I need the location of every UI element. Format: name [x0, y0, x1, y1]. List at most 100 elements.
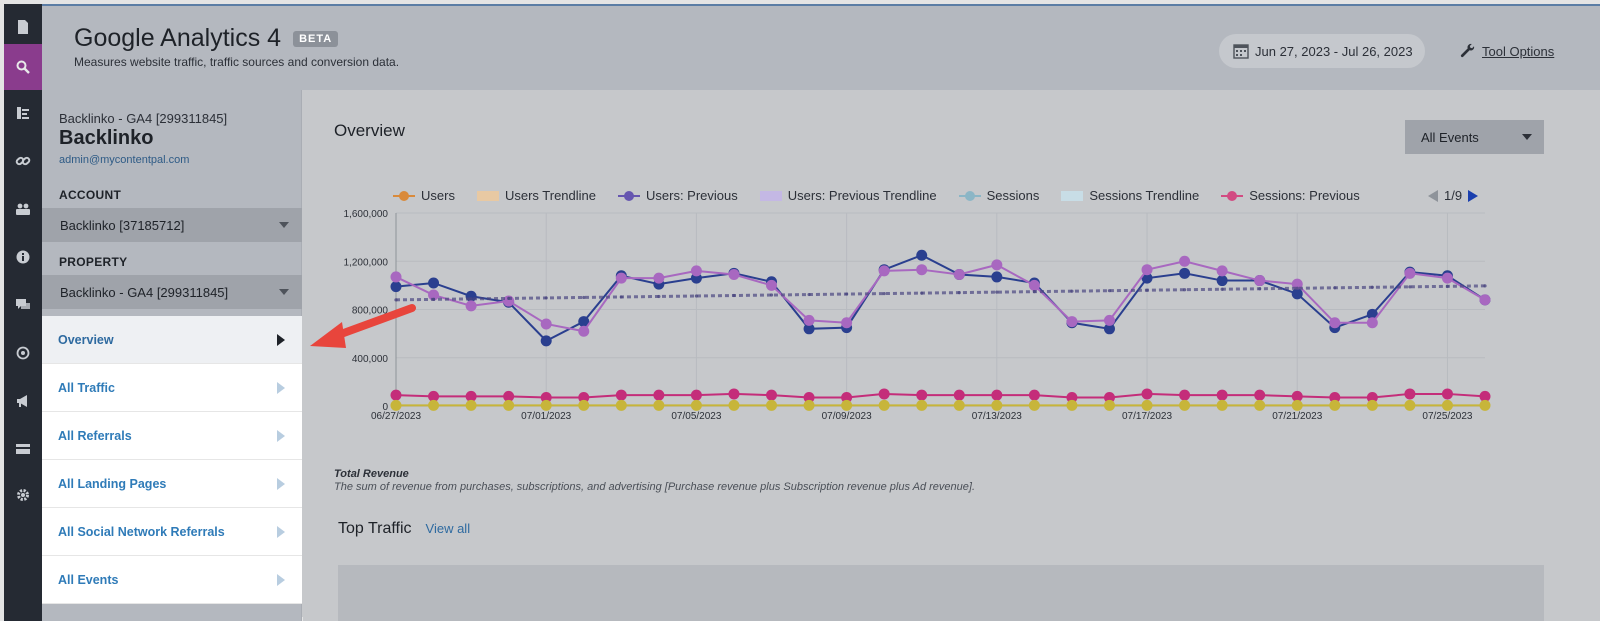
nav-item-all-social-network-referrals[interactable]: All Social Network Referrals: [42, 508, 302, 556]
data-point-users-trendline: [1483, 284, 1487, 288]
data-point-sessions: [766, 399, 778, 411]
rail-search-button[interactable]: [4, 44, 42, 90]
data-point-sessions-previous: [615, 389, 627, 401]
data-point-users-previous: [690, 265, 702, 277]
legend-label: Sessions: [986, 188, 1040, 203]
data-point-users: [1216, 275, 1228, 287]
rail-card-button[interactable]: [4, 426, 42, 472]
tool-options-link[interactable]: Tool Options: [1460, 43, 1554, 59]
view-all-link[interactable]: View all: [425, 521, 471, 536]
y-tick-label: 800,000: [352, 306, 389, 317]
data-point-users: [1103, 323, 1115, 335]
data-point-sessions: [1066, 399, 1078, 411]
rail-people-button[interactable]: [4, 186, 42, 232]
main-content: Overview All Events Users Users Trendline…: [303, 90, 1600, 621]
data-point-sessions: [503, 399, 515, 411]
nav-item-all-traffic[interactable]: All Traffic: [42, 364, 302, 412]
bar-list-icon: [17, 107, 29, 119]
data-point-sessions: [1366, 399, 1378, 411]
legend-label: Sessions Trendline: [1089, 188, 1200, 203]
rail-chat-button[interactable]: [4, 282, 42, 328]
nav-item-all-events[interactable]: All Events: [42, 556, 302, 604]
data-point-users-previous: [1441, 272, 1453, 284]
page-header: Google Analytics 4 BETA Measures website…: [42, 4, 1600, 90]
rail-page-button[interactable]: [4, 4, 42, 50]
legend-item-users[interactable]: Users: [393, 188, 455, 203]
tool-options-text: Tool Options: [1482, 43, 1555, 59]
account-select[interactable]: Backlinko [37185712]: [42, 208, 302, 242]
legend-item-sessions-trendline[interactable]: Sessions Trendline: [1061, 188, 1199, 203]
data-point-sessions: [540, 399, 552, 411]
data-point-users-trendline: [1032, 290, 1036, 294]
data-point-sessions-previous: [390, 389, 402, 401]
data-point-users-trendline: [507, 296, 511, 301]
pager-next-icon[interactable]: [1468, 189, 1479, 202]
data-point-users-previous: [1479, 294, 1491, 306]
data-point-users-previous: [878, 265, 890, 277]
legend-swatch: [1061, 190, 1084, 201]
total-revenue-description: The sum of revenue from purchases, subsc…: [334, 481, 975, 493]
nav-item-all-landing-pages[interactable]: All Landing Pages: [42, 460, 302, 508]
series-line-users-trendline: [395, 284, 1486, 302]
events-dropdown-value: All Events: [1421, 129, 1479, 145]
legend-item-users-previous[interactable]: Users: Previous: [618, 188, 738, 203]
rail-megaphone-button[interactable]: [4, 378, 42, 424]
chart-legend: Users Users Trendline Users: Previous Users…: [393, 188, 1382, 203]
legend-swatch: [618, 190, 640, 201]
data-point-users-trendline: [657, 294, 661, 299]
data-point-sessions: [1441, 399, 1453, 411]
pager-prev-icon[interactable]: [1428, 189, 1438, 202]
data-point-users-trendline: [1333, 286, 1337, 290]
data-point-sessions: [991, 399, 1003, 411]
data-point-users-trendline: [957, 291, 961, 295]
data-point-users-trendline: [694, 294, 699, 298]
nav-item-overview[interactable]: Overview: [42, 316, 302, 364]
data-point-users-previous: [1066, 316, 1078, 328]
data-point-users-trendline: [882, 291, 886, 296]
data-point-sessions: [841, 399, 853, 411]
property-select[interactable]: Backlinko - GA4 [299311845]: [42, 275, 302, 309]
pager-text: 1/9: [1444, 188, 1463, 203]
legend-item-users-previous-trendline[interactable]: Users: Previous Trendline: [759, 188, 937, 203]
data-point-sessions-previous: [1404, 388, 1416, 400]
legend-item-sessions-previous[interactable]: Sessions: Previous: [1221, 188, 1360, 203]
legend-item-sessions[interactable]: Sessions: [958, 188, 1040, 203]
chevron-right-icon: [277, 526, 285, 538]
x-tick-label: 07/21/2023: [1272, 411, 1322, 422]
report-nav: Overview All Traffic All Referrals All Land…: [42, 316, 302, 604]
data-point-sessions: [1216, 399, 1228, 411]
data-point-sessions-previous: [1028, 389, 1040, 401]
data-point-sessions: [1404, 399, 1416, 411]
data-point-sessions-previous: [1291, 390, 1303, 402]
events-dropdown[interactable]: All Events: [1405, 120, 1544, 154]
rail-info-button[interactable]: [4, 234, 42, 280]
data-point-sessions: [615, 399, 627, 411]
data-point-users-previous: [540, 318, 552, 330]
data-point-sessions-previous: [578, 392, 590, 404]
rail-gear-button[interactable]: [4, 472, 42, 518]
rail-bar-list-button[interactable]: [4, 90, 42, 136]
data-point-users: [803, 323, 815, 335]
data-point-sessions: [953, 399, 965, 411]
rail-link-button[interactable]: [4, 138, 42, 184]
top-traffic-panel: [338, 565, 1544, 621]
data-point-users-trendline: [544, 296, 548, 300]
data-point-sessions-previous: [878, 388, 890, 400]
location-icon: [16, 346, 30, 360]
data-point-sessions-previous: [1179, 389, 1191, 401]
data-point-users-previous: [615, 272, 627, 284]
data-point-users-previous: [803, 314, 815, 326]
data-point-users: [1291, 288, 1303, 300]
account-name: Backlinko: [59, 127, 154, 149]
date-range-picker[interactable]: Jun 27, 2023 - Jul 26, 2023: [1219, 34, 1425, 68]
data-point-users-previous: [1329, 317, 1341, 329]
legend-swatch: [393, 190, 415, 201]
nav-item-all-referrals[interactable]: All Referrals: [42, 412, 302, 460]
data-point-users-previous: [390, 271, 402, 283]
people-icon: [16, 203, 30, 215]
y-tick-label: 1,200,000: [344, 257, 389, 268]
rail-location-button[interactable]: [4, 330, 42, 376]
legend-item-users-trendline[interactable]: Users Trendline: [476, 188, 596, 203]
data-point-users-trendline: [582, 295, 586, 300]
